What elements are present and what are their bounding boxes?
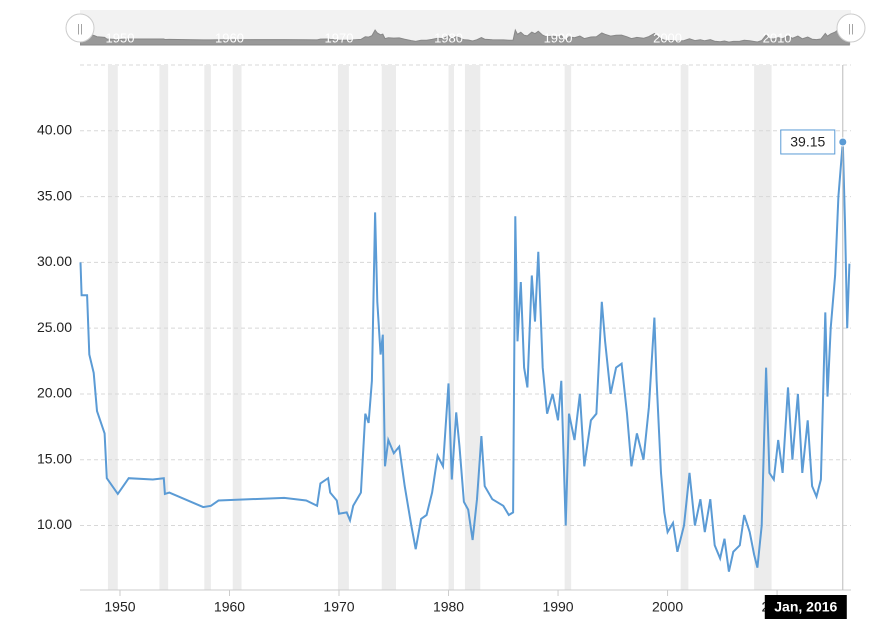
navigator-label: 2000 — [653, 30, 682, 45]
y-tick-label: 25.00 — [37, 319, 72, 335]
y-tick-label: 20.00 — [37, 385, 72, 401]
y-tick-label: 40.00 — [37, 121, 72, 137]
left-handle[interactable] — [65, 13, 95, 43]
navigator-label: 1960 — [215, 30, 244, 45]
navigator-area — [79, 26, 850, 46]
y-tick-label: 10.00 — [37, 516, 72, 532]
x-tick-label: 1990 — [542, 599, 573, 615]
tooltip-date: Jan, 2016 — [774, 599, 837, 615]
x-tick-label: 1950 — [104, 599, 135, 615]
tooltip-box — [780, 129, 836, 155]
recession-band — [381, 65, 396, 590]
recession-band — [464, 65, 481, 590]
navigator-label: 1980 — [434, 30, 463, 45]
line — [79, 141, 851, 572]
grid: 10.00 15.00 20.00 25.00 30.00 35.00 40.00 1950 1… — [37, 121, 851, 615]
recession-band — [159, 65, 169, 590]
navigator-handles[interactable]: || || — [65, 13, 866, 43]
plot — [79, 141, 851, 572]
recession-band — [337, 65, 349, 590]
y-tick-label: 35.00 — [37, 187, 72, 203]
recession-band — [107, 65, 118, 590]
handle-grip: || — [77, 23, 83, 35]
recession-band — [680, 65, 689, 590]
navigator-label: 1970 — [325, 30, 354, 45]
navigator-label: 1950 — [106, 30, 135, 45]
recession-band — [448, 65, 455, 590]
navigator-label: 1990 — [544, 30, 573, 45]
y-tick-label: 15.00 — [37, 450, 72, 466]
x-tick-label: 1980 — [433, 599, 464, 615]
x-tick-label: 1960 — [214, 599, 245, 615]
recession-band — [564, 65, 572, 590]
recession-band — [204, 65, 211, 590]
recession-band — [232, 65, 242, 590]
right-handle[interactable] — [836, 13, 866, 43]
y-tick-label: 30.00 — [37, 253, 72, 269]
navigator-label: 2010 — [763, 30, 792, 45]
x-tick-label: 1970 — [323, 599, 354, 615]
x-tick-label: 2000 — [652, 599, 683, 615]
tooltip-date-box — [764, 595, 847, 619]
navigator-background — [80, 10, 851, 45]
tooltip-value: 39.15 — [790, 134, 825, 150]
tooltip-marker — [838, 137, 848, 147]
navigator: 1950 1960 1970 1980 1990 2000 2010 — [79, 26, 850, 46]
recession-bands — [107, 65, 772, 590]
handle-grip: || — [848, 23, 854, 35]
